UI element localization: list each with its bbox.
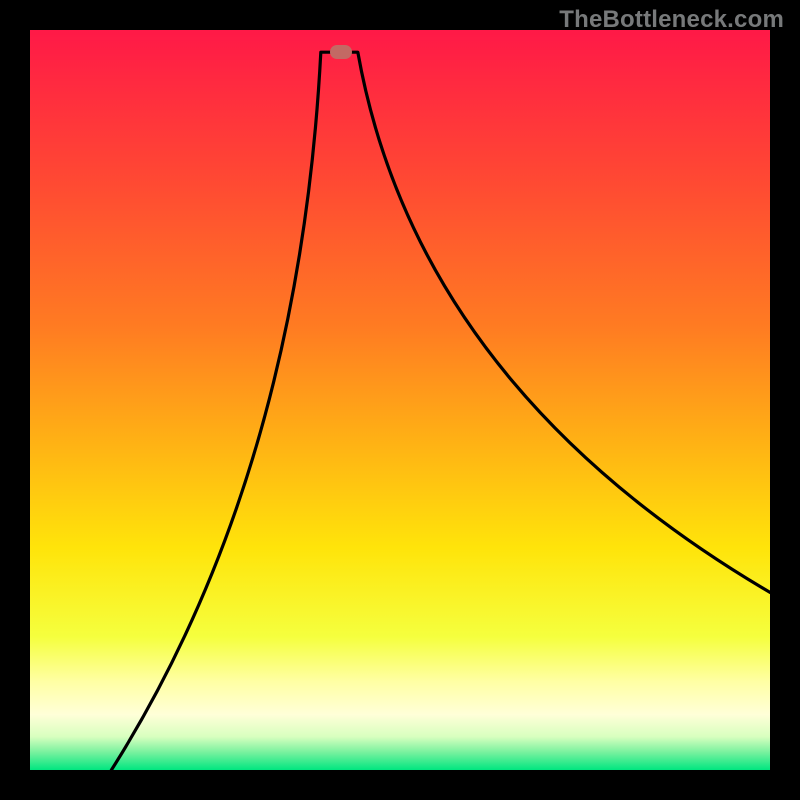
chart-frame: TheBottleneck.com — [0, 0, 800, 800]
minimum-marker — [330, 45, 352, 59]
chart-svg — [30, 30, 770, 770]
plot-area — [30, 30, 770, 770]
